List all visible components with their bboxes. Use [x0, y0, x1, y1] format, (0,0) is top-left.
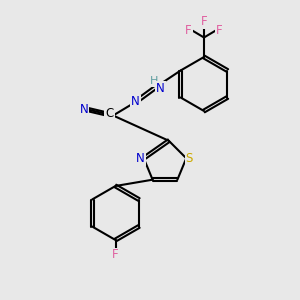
Text: C: C: [105, 106, 114, 120]
Text: F: F: [201, 15, 207, 28]
Text: F: F: [185, 23, 192, 37]
Text: N: N: [131, 95, 140, 109]
Text: N: N: [156, 82, 165, 95]
Text: S: S: [186, 152, 193, 165]
Text: F: F: [216, 23, 223, 37]
Text: N: N: [136, 152, 145, 165]
Text: F: F: [112, 248, 119, 262]
Text: H: H: [149, 76, 158, 86]
Text: N: N: [80, 103, 88, 116]
